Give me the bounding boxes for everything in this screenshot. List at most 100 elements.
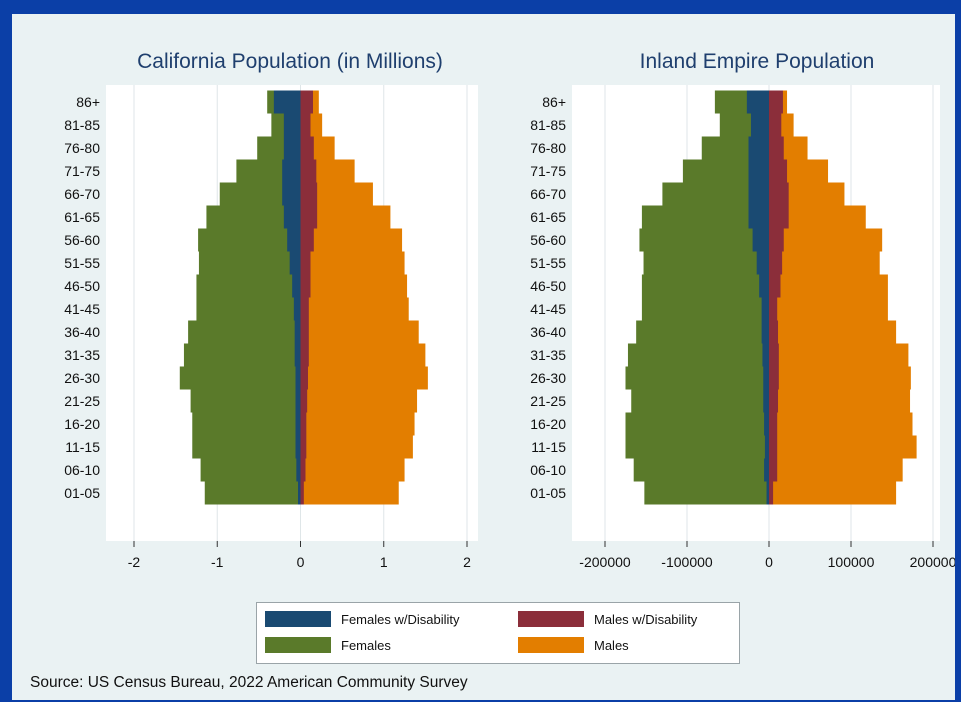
bar-males-w-disability — [769, 136, 784, 160]
bar-males-w-disability — [300, 274, 311, 298]
age-group-label: 61-65 — [64, 209, 100, 225]
bar-females — [183, 343, 301, 367]
bar-females — [631, 389, 769, 413]
bar-males — [769, 366, 911, 390]
source-note: Source: US Census Bureau, 2022 American … — [30, 674, 468, 691]
bar-females — [625, 366, 769, 390]
bar-males — [300, 366, 428, 390]
age-group-label: 06-10 — [64, 462, 100, 478]
age-group-label: 86+ — [542, 94, 566, 110]
bar-males-w-disability — [769, 205, 789, 229]
age-group-label: 41-45 — [64, 301, 100, 317]
bar-females-w-disability — [748, 159, 769, 183]
bar-females — [188, 320, 301, 344]
bar-males-w-disability — [769, 251, 783, 275]
bar-males-w-disability — [769, 274, 781, 298]
bar-females — [643, 251, 769, 275]
legend-item-females-disability: Females w/Disability — [265, 611, 459, 627]
bar-males-w-disability — [769, 320, 779, 344]
bar-females — [639, 228, 769, 252]
bar-males — [769, 458, 903, 482]
california-age-labels: 01-05 06-10 11-15 16-20 21-25 26-30 31-35 36-40… — [64, 94, 100, 501]
bar-females-w-disability — [293, 297, 301, 321]
bar-females — [625, 435, 769, 459]
bar-males — [300, 297, 409, 321]
age-group-label: 01-05 — [530, 485, 566, 501]
x-tick-label: -200000 — [579, 554, 631, 570]
bar-females-w-disability — [283, 113, 301, 137]
bar-females-w-disability — [748, 205, 769, 229]
bar-females — [192, 435, 301, 459]
x-tick-label: 200000 — [910, 554, 955, 570]
bar-females — [200, 458, 301, 482]
bar-females — [644, 481, 769, 505]
age-group-label: 31-35 — [530, 347, 566, 363]
bar-males — [300, 458, 405, 482]
x-tick-label: 2 — [463, 554, 471, 570]
bar-males — [769, 343, 909, 367]
age-group-label: 76-80 — [64, 140, 100, 156]
bar-males-w-disability — [300, 297, 309, 321]
bar-males — [300, 251, 405, 275]
bar-females — [198, 251, 301, 275]
bar-females-w-disability — [294, 343, 301, 367]
bar-females — [196, 297, 301, 321]
bar-males-w-disability — [300, 182, 318, 206]
bar-males — [769, 228, 883, 252]
bar-males — [769, 274, 888, 298]
age-group-label: 66-70 — [530, 186, 566, 202]
bar-females — [625, 412, 769, 436]
bar-males-w-disability — [769, 159, 788, 183]
bar-males-w-disability — [300, 228, 314, 252]
bar-females-w-disability — [750, 113, 769, 137]
age-group-label: 46-50 — [530, 278, 566, 294]
x-tick-label: 100000 — [828, 554, 875, 570]
age-group-label: 26-30 — [64, 370, 100, 386]
age-group-label: 21-25 — [530, 393, 566, 409]
bar-males-w-disability — [300, 389, 308, 413]
inland-empire-title: Inland Empire Population — [640, 50, 875, 73]
bar-females — [641, 205, 769, 229]
age-group-label: 51-55 — [64, 255, 100, 271]
age-group-label: 76-80 — [530, 140, 566, 156]
bar-females-w-disability — [298, 481, 301, 505]
age-group-label: 81-85 — [530, 117, 566, 133]
age-group-label: 81-85 — [64, 117, 100, 133]
legend-label-females-disability: Females w/Disability — [341, 611, 460, 627]
bar-females-w-disability — [762, 343, 769, 367]
bar-females-w-disability — [296, 458, 301, 482]
age-group-label: 16-20 — [64, 416, 100, 432]
legend: Females w/Disability Males w/Disability … — [256, 602, 740, 664]
legend-label-males-disability: Males w/Disability — [594, 611, 698, 627]
age-group-label: 11-15 — [65, 439, 100, 455]
california-chart: 01-05 06-10 11-15 16-20 21-25 26-30 31-35 36-40… — [64, 50, 478, 570]
age-group-label: 11-15 — [531, 439, 566, 455]
age-group-label: 51-55 — [530, 255, 566, 271]
age-group-label: 56-60 — [530, 232, 566, 248]
bar-males-w-disability — [300, 412, 307, 436]
bar-males-w-disability — [300, 435, 307, 459]
bar-females — [219, 182, 301, 206]
x-tick-label: -100000 — [661, 554, 713, 570]
bar-males-w-disability — [769, 113, 782, 137]
bar-males-w-disability — [769, 435, 778, 459]
bar-males-w-disability — [300, 90, 313, 114]
california-title: California Population (in Millions) — [137, 50, 443, 73]
age-group-label: 26-30 — [530, 370, 566, 386]
age-group-label: 01-05 — [64, 485, 100, 501]
x-tick-label: 0 — [297, 554, 305, 570]
bar-males-w-disability — [769, 458, 778, 482]
bar-females-w-disability — [287, 228, 301, 252]
bar-females-w-disability — [764, 458, 769, 482]
inland-empire-age-labels: 01-05 06-10 11-15 16-20 21-25 26-30 31-35 36-40… — [530, 94, 566, 501]
bar-males — [769, 297, 888, 321]
bar-females-w-disability — [273, 90, 301, 114]
bar-males — [769, 412, 913, 436]
x-tick-label: 0 — [765, 554, 773, 570]
legend-item-males: Males — [518, 637, 629, 653]
bar-females-w-disability — [292, 274, 301, 298]
bar-females-w-disability — [766, 481, 769, 505]
bar-females-w-disability — [282, 159, 301, 183]
bar-males — [769, 389, 911, 413]
x-tick-label: -2 — [128, 554, 141, 570]
